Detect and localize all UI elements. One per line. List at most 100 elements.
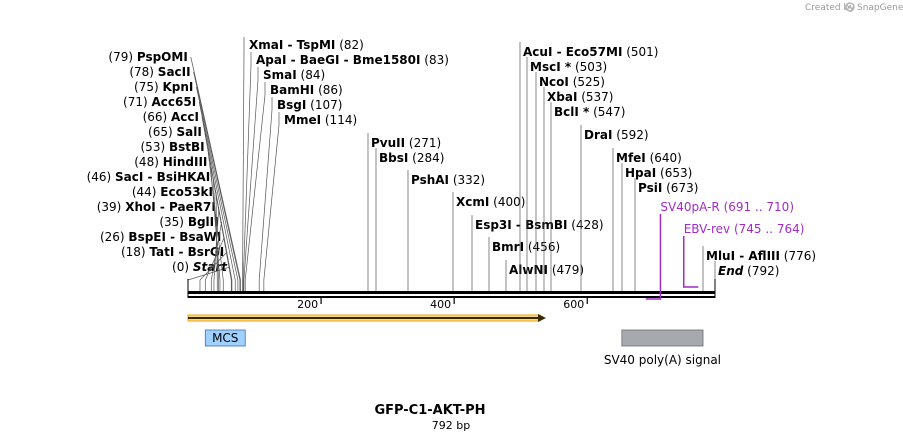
site-label: HpaI (653) bbox=[625, 166, 692, 180]
tick-label: 200 bbox=[297, 298, 318, 311]
site-label: (75) KpnI bbox=[134, 80, 193, 94]
feature-label: SV40 poly(A) signal bbox=[604, 353, 721, 367]
site-right-12: AlwNI (479) bbox=[505, 260, 584, 291]
restriction-sites: (0) Start(18) TatI - BsrGI(26) BspEI - B… bbox=[87, 37, 816, 291]
site-label: (0) Start bbox=[172, 260, 228, 274]
site-position: (44) bbox=[132, 185, 160, 199]
site-position: (271) bbox=[405, 136, 441, 150]
site-name: HindIII bbox=[163, 155, 208, 169]
primer-line bbox=[682, 236, 699, 288]
site-position: (26) bbox=[100, 230, 128, 244]
site-label: (65) SalI bbox=[148, 125, 202, 139]
site-line bbox=[258, 97, 273, 291]
primer-range: (745 .. 764) bbox=[730, 222, 804, 236]
feature-box bbox=[204, 329, 246, 347]
site-name: AcuI - Eco57MI bbox=[523, 45, 622, 59]
site-line bbox=[207, 146, 224, 291]
site-right-0: XmaI - TspMI (82) bbox=[242, 37, 364, 291]
site-position: (46) bbox=[87, 170, 115, 184]
site-label: AlwNI (479) bbox=[509, 263, 584, 277]
primer-name: EBV-rev bbox=[684, 222, 730, 236]
site-label: (79) PspOMI bbox=[108, 50, 187, 64]
site-right-13: AcuI - Eco57MI (501) bbox=[519, 42, 659, 291]
site-name: DraI bbox=[584, 128, 612, 142]
site-position: (107) bbox=[306, 98, 342, 112]
brand-text: SnapGene bbox=[857, 3, 903, 13]
site-label: BclI * (547) bbox=[554, 105, 625, 119]
tick-0: 200 bbox=[297, 297, 322, 311]
site-line bbox=[210, 221, 222, 291]
site-name: Eco53kI bbox=[160, 185, 213, 199]
features: MCS SV40 poly(A) signal bbox=[187, 314, 721, 367]
site-position: (792) bbox=[743, 264, 779, 278]
site-name: XmaI - TspMI bbox=[249, 38, 335, 52]
site-label: (26) BspEI - BsaWI bbox=[100, 230, 221, 244]
site-name: SmaI bbox=[263, 68, 297, 82]
site-position: (479) bbox=[548, 263, 584, 277]
site-label: XcmI (400) bbox=[456, 195, 525, 209]
site-line bbox=[243, 67, 259, 291]
site-label: PsiI (673) bbox=[638, 181, 698, 195]
site-position: (547) bbox=[589, 105, 625, 119]
site-right-3: BamHI (86) bbox=[244, 82, 343, 291]
site-left-13: (78) SacII bbox=[129, 65, 241, 291]
site-right-19: MfeI (640) bbox=[612, 148, 682, 291]
site-label: ApaI - BaeGI - Bme1580I (83) bbox=[256, 53, 449, 67]
site-left-7: (48) HindIII bbox=[134, 155, 221, 291]
site-line bbox=[190, 56, 241, 291]
site-name: XcmI bbox=[456, 195, 489, 209]
site-position: (332) bbox=[449, 173, 485, 187]
site-position: (83) bbox=[420, 53, 448, 67]
site-name: MluI - AflIII bbox=[706, 249, 780, 263]
site-label: BamHI (86) bbox=[270, 83, 343, 97]
site-right-22: MluI - AflIII (776) bbox=[702, 246, 816, 291]
site-name: PsiI bbox=[638, 181, 662, 195]
tick-2: 600 bbox=[563, 297, 588, 311]
site-position: (400) bbox=[489, 195, 525, 209]
site-name: ApaI - BaeGI - Bme1580I bbox=[256, 53, 420, 67]
site-name: BglII bbox=[188, 215, 219, 229]
site-name: MfeI bbox=[616, 151, 646, 165]
primer-name: SV40pA-R bbox=[660, 200, 719, 214]
backbone-top-strand bbox=[188, 291, 715, 294]
site-name: AccI bbox=[171, 110, 199, 124]
tick-1: 400 bbox=[430, 297, 455, 311]
site-label: MmeI (114) bbox=[284, 113, 357, 127]
site-left-3: (35) BglII bbox=[159, 215, 222, 291]
site-label: (71) Acc65I bbox=[123, 95, 196, 109]
site-label: (44) Eco53kI bbox=[132, 185, 213, 199]
site-position: (640) bbox=[646, 151, 682, 165]
site-position: (284) bbox=[408, 151, 444, 165]
site-label: XbaI (537) bbox=[547, 90, 614, 104]
site-name: SacI - BsiHKAI bbox=[115, 170, 210, 184]
site-right-4: BsgI (107) bbox=[258, 97, 342, 291]
primer-range: (691 .. 710) bbox=[720, 200, 794, 214]
site-right-21: PsiI (673) bbox=[634, 178, 698, 291]
site-line bbox=[242, 52, 252, 291]
site-right-15: NcoI (525) bbox=[535, 72, 605, 291]
site-position: (114) bbox=[321, 113, 357, 127]
site-position: (75) bbox=[134, 80, 162, 94]
site-line bbox=[193, 71, 241, 291]
site-right-7: BbsI (284) bbox=[375, 148, 444, 291]
site-name: HpaI bbox=[625, 166, 656, 180]
plasmid-length: 792 bp bbox=[432, 419, 470, 432]
site-position: (525) bbox=[569, 75, 605, 89]
site-right-1: ApaI - BaeGI - Bme1580I (83) bbox=[242, 52, 449, 291]
primer-label: SV40pA-R (691 .. 710) bbox=[660, 200, 794, 214]
site-left-1: (18) TatI - BsrGI bbox=[121, 245, 228, 291]
site-label: (78) SacII bbox=[129, 65, 190, 79]
site-position: (82) bbox=[335, 38, 363, 52]
site-label: MscI * (503) bbox=[530, 60, 607, 74]
credit-text: Created by bbox=[805, 3, 855, 13]
site-right-16: XbaI (537) bbox=[543, 87, 614, 291]
site-label: PshAI (332) bbox=[411, 173, 485, 187]
site-position: (84) bbox=[297, 68, 325, 82]
site-position: (537) bbox=[577, 90, 613, 104]
site-position: (86) bbox=[314, 83, 342, 97]
site-right-9: XcmI (400) bbox=[452, 192, 525, 291]
site-position: (501) bbox=[622, 45, 658, 59]
site-position: (48) bbox=[134, 155, 162, 169]
site-line bbox=[210, 161, 221, 291]
site-position: (35) bbox=[159, 215, 187, 229]
